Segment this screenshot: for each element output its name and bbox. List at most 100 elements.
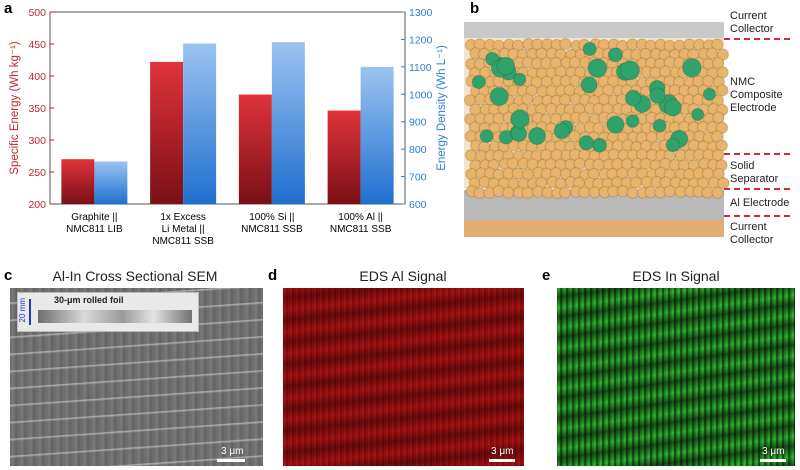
right-tick-label: 800 [409,144,427,156]
tan-particle [711,57,725,70]
tan-particle [568,56,581,69]
nmc-particle [582,41,597,57]
category-label: Graphite || [71,212,117,223]
left-tick-label: 200 [28,199,46,211]
eds-al-map [283,288,524,466]
tan-particle [711,130,724,143]
tan-particle [715,121,729,134]
right-tick-label: 1300 [409,7,433,19]
energy-bar-chart: 200 250 300 350 400 450 500 600 700 800 900 1000 110… [9,7,448,247]
sem-inset: 30-μm rolled foil 20 mm [17,292,199,332]
tan-particle [545,102,558,115]
bar-energy-density [183,43,217,204]
eds-in-scalebar [760,459,786,462]
tan-particle [716,84,729,97]
tan-particle [711,186,724,199]
tan-particle [559,186,572,199]
inset-foil [38,310,192,323]
nmc-particle [592,137,608,153]
layer-label-separator: Solid Separator [730,160,779,185]
nmc-particle [553,122,571,140]
tan-particle [711,149,725,162]
panel-label-d: d [268,267,278,284]
category-label: NMC811 SSB [241,224,303,235]
tan-particle [616,185,629,198]
tan-particle [559,38,572,51]
tan-particle [502,186,515,199]
nmc-particle [587,58,608,78]
category-label: NMC811 SSB [152,236,214,247]
sem-scalebar [217,459,245,462]
nmc-particle [624,89,642,107]
nmc-particle [607,47,623,63]
nmc-particle [510,109,530,129]
nmc-particle [528,127,547,146]
panel-label-a: a [4,0,13,17]
layer-label-collector-top: Current Collector [730,10,774,35]
layer-label-collector-bottom: Current Collector [730,221,774,246]
left-tick-label: 450 [28,39,46,51]
layer-label-nmc: NMC Composite Electrode [730,76,783,114]
tan-particle [716,48,730,61]
right-tick-label: 700 [409,172,427,184]
tan-particle [701,186,714,199]
sem-scale-label: 3 μm [221,446,244,457]
bar-energy-density [271,42,305,204]
left-tick-label: 300 [28,135,46,147]
nmc-particle [578,135,595,151]
inset-scalebar [29,299,31,325]
tan-particle [705,47,719,60]
nmc-particle [479,129,494,144]
nmc-particle [691,108,705,122]
left-tick-label: 350 [28,103,46,115]
left-tick-label: 250 [28,167,46,179]
tan-particle [712,167,725,181]
nmc-particle [620,60,640,81]
panel-label-b: b [470,0,480,17]
left-axis-label: Specific Energy (Wh kg⁻¹) [9,41,21,174]
bar-specific-energy [61,159,95,204]
panel-label-c: c [4,267,13,284]
tan-particle [663,185,676,198]
tan-particle [629,176,643,189]
bar-specific-energy [150,61,184,204]
nmc-particle [652,118,667,133]
category-label: 100% Al || [338,212,383,223]
eds-in-scale-label: 3 μm [762,446,785,457]
category-label: 100% Si || [249,212,294,223]
right-tick-label: 1000 [409,89,433,101]
tan-particle [578,186,591,199]
eds-al-scale-label: 3 μm [491,446,514,457]
tan-particle [712,111,725,124]
top-current-collector [464,22,724,40]
right-tick-label: 600 [409,199,427,211]
eds-in-title: EDS In Signal [632,268,720,284]
tan-particle [717,177,730,190]
eds-al-title: EDS Al Signal [359,268,447,284]
nmc-particle [663,98,682,117]
inset-label: 30-μm rolled foil [54,295,124,305]
eds-al-scalebar [489,459,515,462]
right-axis-label: Energy Density (Wh L⁻¹) [436,45,448,171]
nmc-particle [625,114,640,128]
nmc-particle [512,72,527,87]
bar-specific-energy [238,94,272,204]
nmc-particle [580,76,598,94]
nmc-particle [649,87,666,104]
bar-specific-energy [327,110,361,204]
nmc-particle [489,86,509,107]
bar-energy-density [360,66,394,204]
nmc-particle [682,57,702,78]
panel-label-e: e [542,267,551,284]
right-tick-label: 1200 [409,34,433,46]
category-label: 1x Excess [160,212,206,223]
bar-energy-density [94,161,128,204]
sem-image: 30-μm rolled foil 20 mm [10,288,263,466]
category-label: NMC811 SSB [330,224,392,235]
nmc-particle [471,74,486,90]
bottom-current-collector [464,220,724,237]
eds-in-map [557,288,795,466]
right-tick-label: 900 [409,117,427,129]
sem-title: Al-In Cross Sectional SEM [52,268,218,284]
inset-scale-label: 20 mm [18,298,27,323]
